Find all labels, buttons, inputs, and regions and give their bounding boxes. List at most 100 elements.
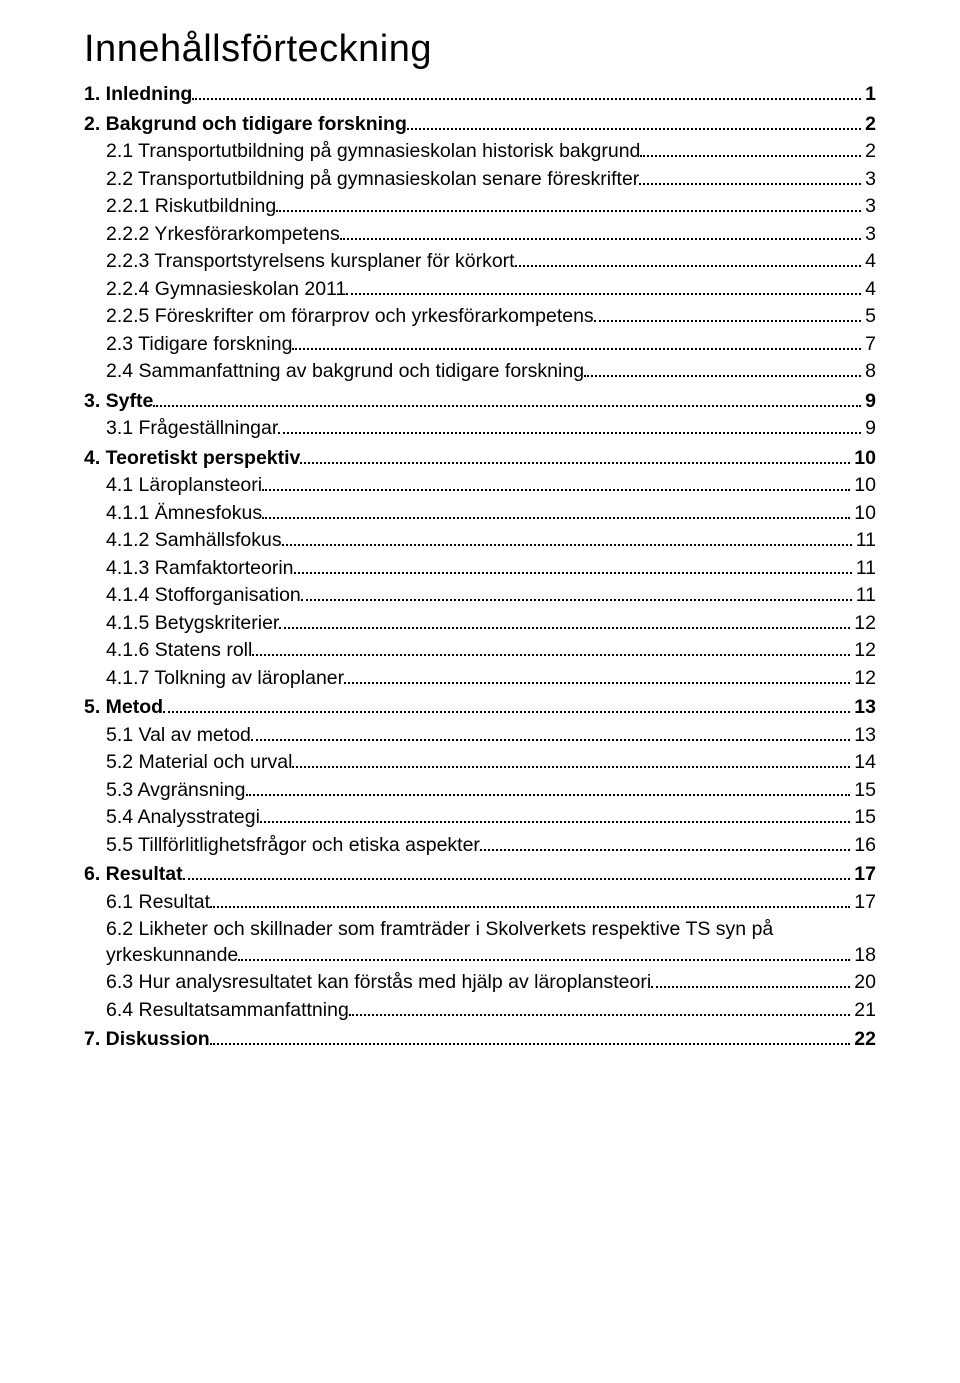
toc-label: 4.1.2 Samhällsfokus (106, 531, 282, 551)
toc-label: 4.1.7 Tolkning av läroplaner (106, 669, 344, 689)
toc-page: 17 (854, 893, 876, 913)
toc-page: 10 (854, 449, 876, 469)
toc-leader (300, 450, 850, 464)
toc-label: 5.4 Analysstrategi (106, 808, 260, 828)
toc-leader (278, 420, 861, 434)
toc-page: 9 (865, 419, 876, 439)
toc-entry: 2.2.5 Föreskrifter om förarprov och yrke… (106, 307, 876, 327)
toc-entry: 3.1 Frågeställningar 9 (106, 419, 876, 439)
toc-page: 4 (865, 280, 876, 300)
toc-leader (282, 532, 852, 546)
toc-entry: 5.5 Tillförlitlighetsfrågor och etiska a… (106, 836, 876, 856)
toc-leader (584, 363, 861, 377)
toc-entry: 1. Inledning1 (84, 85, 876, 105)
toc-page: 3 (865, 197, 876, 217)
toc-label: 2.2.5 Föreskrifter om förarprov och yrke… (106, 307, 594, 327)
toc-label: 4.1.6 Statens roll (106, 641, 252, 661)
toc-label: 5.2 Material och urval (106, 753, 292, 773)
toc-page: 13 (854, 726, 876, 746)
toc-leader (153, 393, 861, 407)
toc-entry: 4.1.2 Samhällsfokus11 (106, 531, 876, 551)
toc-leader (210, 1031, 851, 1045)
toc-leader (246, 782, 851, 796)
toc-label: 2.3 Tidigare forskning (106, 335, 292, 355)
toc-label: yrkeskunnande (106, 946, 238, 966)
toc-label: 7. Diskussion (84, 1030, 210, 1050)
toc-leader (346, 281, 861, 295)
toc-label: 4.1.4 Stofforganisation (106, 586, 301, 606)
toc-page: 22 (854, 1030, 876, 1050)
toc-page: 2 (865, 142, 876, 162)
toc-leader (407, 116, 861, 130)
toc-label: 3.1 Frågeställningar (106, 419, 278, 439)
toc-entry: 2.3 Tidigare forskning7 (106, 335, 876, 355)
toc-entry: 4.1.1 Ämnesfokus10 (106, 504, 876, 524)
toc-label: 4.1 Läroplansteori (106, 476, 262, 496)
toc-entry: 2. Bakgrund och tidigare forskning2 (84, 115, 876, 135)
toc-label: 4.1.5 Betygskriterier (106, 614, 279, 634)
toc-page: 3 (865, 225, 876, 245)
toc-page: 10 (854, 504, 876, 524)
toc-page: 8 (865, 362, 876, 382)
toc-label: 5.5 Tillförlitlighetsfrågor och etiska a… (106, 836, 480, 856)
toc-entry: 4. Teoretiskt perspektiv 10 (84, 449, 876, 469)
toc-entry: 4.1.5 Betygskriterier 12 (106, 614, 876, 634)
toc-label: 4. Teoretiskt perspektiv (84, 449, 300, 469)
toc-label: 6. Resultat (84, 865, 183, 885)
toc-page: 15 (854, 808, 876, 828)
toc-label: 6.3 Hur analysresultatet kan förstås med… (106, 973, 651, 993)
toc-leader (252, 642, 850, 656)
toc-entry: 2.2.3 Transportstyrelsens kursplaner för… (106, 252, 876, 272)
toc-entry: 2.2.4 Gymnasieskolan 20114 (106, 280, 876, 300)
toc-label: 5. Metod (84, 698, 163, 718)
toc-entry: 2.4 Sammanfattning av bakgrund och tidig… (106, 362, 876, 382)
toc-leader (163, 699, 850, 713)
toc-entry: 2.2 Transportutbildning på gymnasieskola… (106, 170, 876, 190)
toc-label: 6.4 Resultatsammanfattning (106, 1001, 349, 1021)
toc-page: 18 (854, 946, 876, 966)
toc-leader (292, 336, 861, 350)
toc-leader (594, 308, 861, 322)
toc-entry: 5.4 Analysstrategi 15 (106, 808, 876, 828)
toc-entry: 5.2 Material och urval 14 (106, 753, 876, 773)
toc-leader (210, 894, 850, 908)
toc-page: 10 (854, 476, 876, 496)
toc-label: 2.4 Sammanfattning av bakgrund och tidig… (106, 362, 584, 382)
toc-entry: 2.2.2 Yrkesförarkompetens3 (106, 225, 876, 245)
toc-label: 5.1 Val av metod (106, 726, 251, 746)
toc-entry: 4.1.7 Tolkning av läroplaner 12 (106, 669, 876, 689)
toc-entry: 4.1.4 Stofforganisation11 (106, 586, 876, 606)
toc-page: 5 (865, 307, 876, 327)
toc-page: 4 (865, 252, 876, 272)
toc-entry: 6.1 Resultat17 (106, 893, 876, 913)
toc-page: 11 (856, 559, 876, 579)
toc-label: 2.1 Transportutbildning på gymnasieskola… (106, 142, 640, 162)
toc-page: 3 (865, 170, 876, 190)
toc-label: 2.2.3 Transportstyrelsens kursplaner för… (106, 252, 515, 272)
toc-page: 12 (854, 641, 876, 661)
toc-leader (262, 505, 850, 519)
toc-page: 16 (854, 836, 876, 856)
toc-leader (276, 198, 861, 212)
toc-entry: 5.3 Avgränsning15 (106, 781, 876, 801)
toc-entry: 3. Syfte9 (84, 392, 876, 412)
toc-leader (640, 143, 861, 157)
toc-page: 12 (854, 669, 876, 689)
toc-page: 2 (865, 115, 876, 135)
toc-leader (251, 727, 850, 741)
toc-leader (340, 226, 861, 240)
toc-leader (260, 809, 850, 823)
toc-page: 17 (854, 865, 876, 885)
toc-leader (279, 615, 850, 629)
toc-page: 21 (854, 1001, 876, 1021)
toc-entry: 7. Diskussion 22 (84, 1030, 876, 1050)
toc-label: 5.3 Avgränsning (106, 781, 246, 801)
toc-leader (651, 974, 850, 988)
toc-page: 9 (865, 392, 876, 412)
toc-label: 2.2.1 Riskutbildning (106, 197, 276, 217)
toc-page: 14 (854, 753, 876, 773)
toc-entry: 6.2 Likheter och skillnader som framträd… (106, 920, 876, 965)
toc-leader (301, 587, 852, 601)
toc-page: 12 (854, 614, 876, 634)
toc-entry: 6.4 Resultatsammanfattning 21 (106, 1001, 876, 1021)
